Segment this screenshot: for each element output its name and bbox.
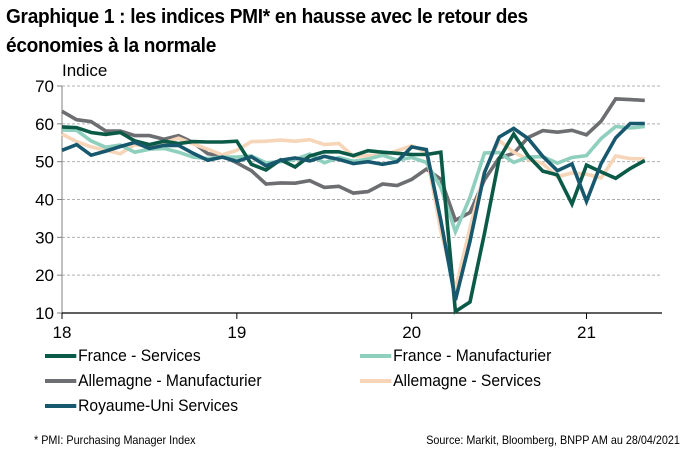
series-line-france-manufacturier <box>61 124 645 237</box>
chart-title: Graphique 1 : les indices PMI* en hausse… <box>6 2 685 60</box>
series-lines <box>61 97 646 315</box>
x-tick-label: 21 <box>577 323 596 342</box>
legend-label: France - Services <box>78 346 201 365</box>
legend-item-france-services: France - Services <box>45 346 201 366</box>
y-tick-label: 10 <box>35 304 54 323</box>
legend-swatch <box>360 379 392 383</box>
legend-item-allemagne-manufacturier: Allemagne - Manufacturier <box>45 371 262 391</box>
gridlines <box>62 85 662 276</box>
source-note: Source: Markit, Bloomberg, BNPP AM au 28… <box>426 433 680 447</box>
legend-swatch <box>360 354 392 358</box>
legend-item-france-manufacturier: France - Manufacturier <box>360 346 551 366</box>
legend-item-allemagne-services: Allemagne - Services <box>360 371 541 391</box>
chart-area: 10 20 30 40 50 60 70 18 19 20 21 Indice <box>35 61 662 342</box>
y-axis-label: Indice <box>62 61 107 80</box>
y-tick-label: 60 <box>35 115 54 134</box>
legend-label: Allemagne - Services <box>393 371 541 390</box>
legend-swatch <box>45 379 77 383</box>
y-tick-label: 30 <box>35 228 54 247</box>
legend-item-royaume-uni-services: Royaume-Uni Services <box>45 396 238 416</box>
x-tick-label: 20 <box>402 323 421 342</box>
legend-swatch <box>45 354 77 358</box>
y-tick-label: 50 <box>35 153 54 172</box>
footnote: * PMI: Purchasing Manager Index <box>34 433 196 447</box>
y-tick-label: 40 <box>35 191 54 210</box>
x-tick-label: 18 <box>53 323 72 342</box>
axes: 10 20 30 40 50 60 70 18 19 20 21 <box>35 77 662 342</box>
legend-swatch <box>45 404 77 408</box>
y-tick-label: 20 <box>35 266 54 285</box>
legend-label: Royaume-Uni Services <box>78 396 239 415</box>
series-line-royaume-uni-services <box>61 121 645 301</box>
chart-title-line-2: économies à la normale <box>6 34 217 57</box>
chart-title-line-1: Graphique 1 : les indices PMI* en hausse… <box>6 5 528 28</box>
y-tick-label: 70 <box>35 77 54 96</box>
series-line-allemagne-manufacturier <box>61 97 645 223</box>
x-tick-label: 19 <box>227 323 246 342</box>
legend-label: Allemagne - Manufacturier <box>78 371 262 390</box>
legend-label: France - Manufacturier <box>393 346 552 365</box>
series-line-france-services <box>61 125 646 315</box>
